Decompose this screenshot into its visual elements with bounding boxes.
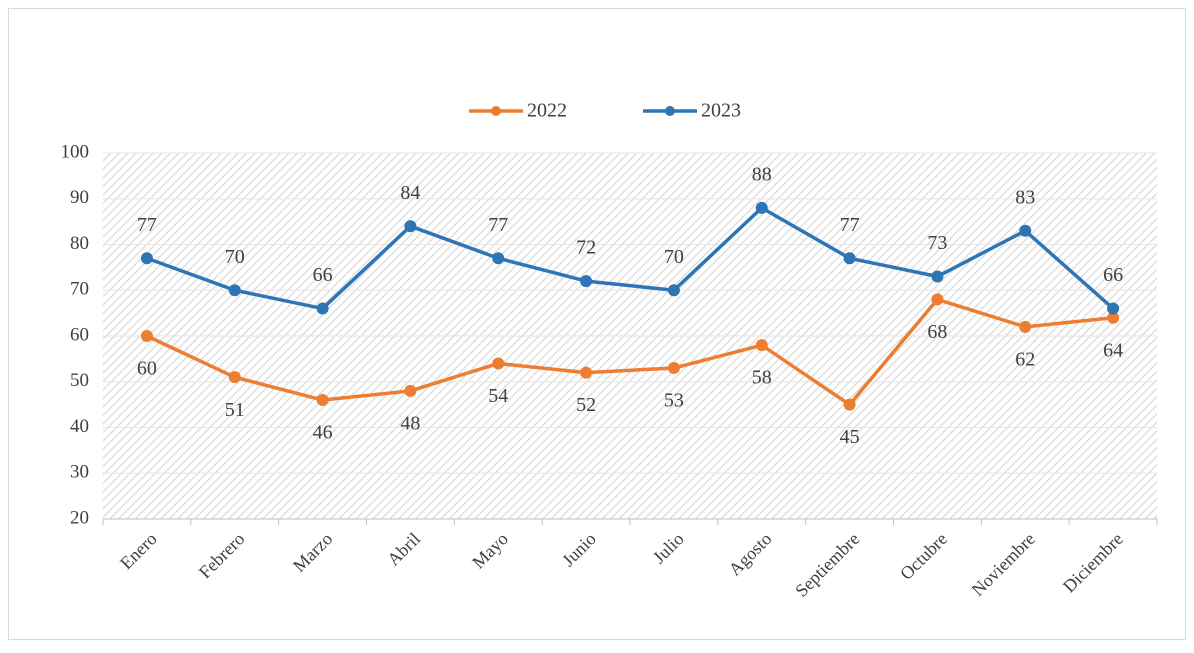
data-label: 70 [225,246,245,268]
y-tick-label: 70 [70,279,89,300]
legend-marker [491,106,501,116]
legend-label: 2022 [527,100,567,122]
data-label: 60 [137,358,157,380]
series-line [146,206,1115,311]
data-label: 62 [1015,348,1035,370]
legend-marker [665,106,675,116]
data-point [316,302,329,315]
data-label: 64 [1103,339,1123,361]
data-label: 45 [840,426,860,448]
y-tick-label: 20 [70,507,89,528]
y-tick-label: 60 [70,324,89,345]
data-point [404,384,417,397]
data-label: 77 [840,214,860,236]
y-tick-label: 30 [70,462,89,483]
data-point [228,371,241,384]
y-tick-label: 100 [61,141,90,162]
data-point [140,252,153,265]
data-point [404,220,417,233]
data-label: 83 [1015,186,1035,208]
data-point [931,293,944,306]
data-label: 53 [664,390,684,412]
data-point [1107,311,1120,324]
data-point [931,270,944,283]
data-point [140,330,153,342]
data-point [843,398,856,411]
y-tick-label: 90 [70,187,89,208]
data-point [492,252,505,265]
data-point [755,339,768,352]
data-point [755,201,768,214]
y-tick-label: 50 [70,370,89,391]
data-point [667,362,680,375]
data-label: 72 [576,237,596,259]
data-label: 73 [927,232,947,254]
data-label: 77 [488,214,508,236]
data-label: 58 [752,367,772,389]
data-label: 66 [313,264,333,286]
y-tick-label: 40 [70,416,89,437]
data-label: 54 [488,385,508,407]
data-label: 46 [313,422,333,444]
data-point [843,252,856,265]
y-tick-label: 80 [70,233,89,254]
data-point [580,275,593,288]
data-point [1019,224,1032,237]
data-point [1107,302,1120,315]
legend-label: 2023 [701,100,741,122]
data-label: 66 [1103,264,1123,286]
data-point [228,284,241,297]
data-label: 68 [927,321,947,343]
data-label: 48 [400,412,420,434]
data-label: 84 [400,182,420,204]
data-label: 70 [664,246,684,268]
data-point [492,357,505,370]
data-label: 51 [225,399,245,421]
data-point [316,394,329,407]
data-label: 52 [576,394,596,416]
data-point [1019,320,1032,333]
data-point [580,366,593,379]
data-point [667,284,680,297]
data-label: 77 [137,214,157,236]
series-line [146,297,1114,407]
data-label: 88 [752,163,772,185]
